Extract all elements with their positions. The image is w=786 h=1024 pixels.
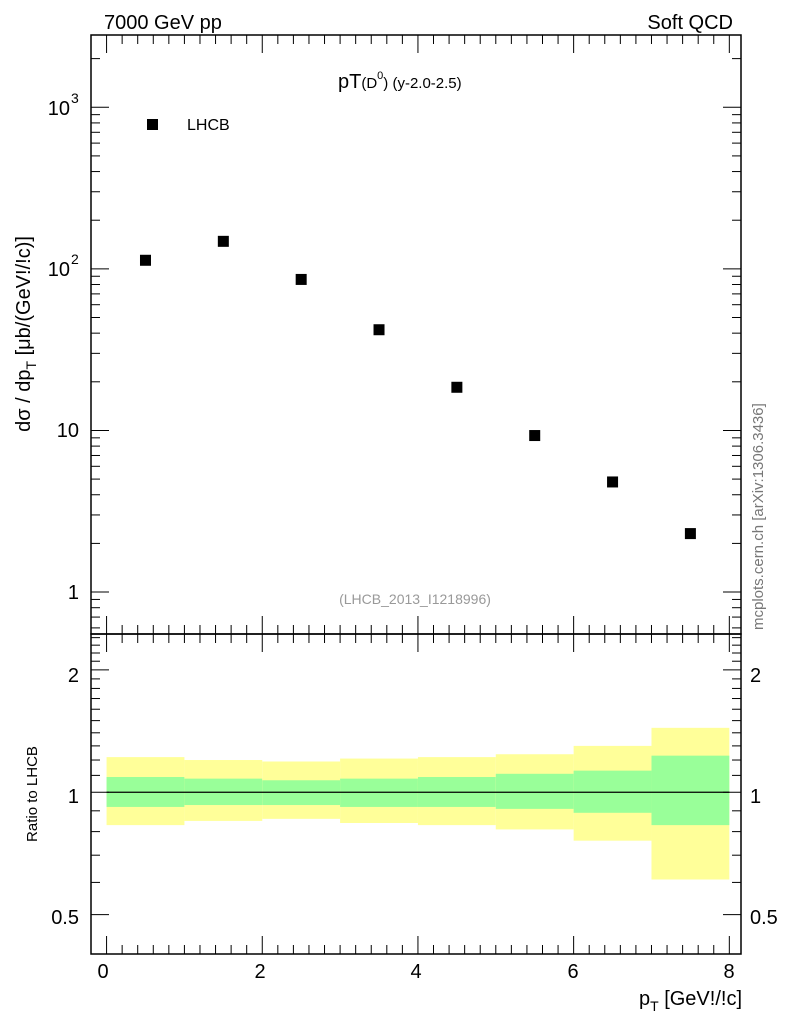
lhcb-data-points bbox=[139, 235, 696, 540]
main-y-axis-label-sub: T bbox=[23, 361, 39, 370]
legend-marker-lhcb bbox=[147, 119, 158, 130]
header-energy-label: 7000 GeV pp bbox=[104, 12, 222, 34]
chart-title-main: pT bbox=[338, 71, 361, 93]
chart-title: pT(D0) (y-2.0-2.5) bbox=[338, 70, 462, 93]
main-y-ticks bbox=[91, 58, 741, 629]
x-tick-labels: 0 2 4 6 8 bbox=[97, 961, 734, 983]
ratio-panel-frame bbox=[90, 633, 742, 955]
x-axis-label-unit: [GeV!/!c] bbox=[659, 988, 742, 1010]
data-point-6 bbox=[529, 430, 541, 442]
analysis-id-annotation: (LHCB_2013_I1218996) bbox=[339, 591, 491, 607]
ratio-left-label-2: 2 bbox=[68, 665, 79, 687]
y-tick-label-100-exp: 2 bbox=[71, 251, 79, 267]
main-y-axis-label: dσ / dpT [μb/(GeV!/!c)] bbox=[13, 236, 39, 432]
main-x-ticks bbox=[106, 35, 730, 634]
x-tick-label-0: 0 bbox=[97, 961, 108, 983]
y-tick-label-1: 1 bbox=[68, 582, 79, 604]
x-axis-label: pT [GeV!/!c] bbox=[639, 988, 742, 1014]
ratio-bands bbox=[106, 727, 730, 880]
x-tick-label-8: 8 bbox=[723, 961, 734, 983]
ratio-y-tick-labels-right: 2 1 0.5 bbox=[750, 665, 778, 929]
data-point-7 bbox=[607, 476, 619, 488]
main-y-axis-label-unit: [μb/(GeV!/!c)] bbox=[13, 236, 35, 361]
x-tick-label-4: 4 bbox=[410, 961, 421, 983]
ratio-y-ticks bbox=[91, 637, 741, 955]
y-tick-label-1000: 10 bbox=[48, 98, 70, 120]
main-y-tick-labels: 1 10 10 2 10 3 bbox=[48, 90, 79, 604]
x-tick-label-6: 6 bbox=[567, 961, 578, 983]
legend-label-lhcb: LHCB bbox=[187, 117, 230, 134]
y-tick-label-10: 10 bbox=[57, 420, 79, 442]
y-tick-label-100: 10 bbox=[48, 259, 70, 281]
data-point-2 bbox=[217, 235, 229, 247]
ratio-left-label-1: 1 bbox=[68, 786, 79, 808]
x-tick-label-2: 2 bbox=[254, 961, 265, 983]
ratio-right-label-2: 2 bbox=[750, 665, 761, 687]
ratio-right-label-0.5: 0.5 bbox=[750, 907, 778, 929]
ratio-right-label-1: 1 bbox=[750, 786, 761, 808]
ratio-inner-band-8 bbox=[651, 755, 730, 826]
ratio-y-tick-labels-left: 2 1 0.5 bbox=[51, 665, 79, 929]
header-process-label: Soft QCD bbox=[647, 12, 733, 34]
x-axis-label-main: p bbox=[639, 988, 650, 1010]
y-tick-label-100-base: 10 bbox=[48, 259, 70, 281]
x-axis-label-sub: T bbox=[650, 998, 659, 1014]
mcplots-side-label: mcplots.cern.ch [arXiv:1306.3436] bbox=[750, 403, 767, 630]
ratio-y-axis-label: Ratio to LHCB bbox=[24, 746, 41, 842]
data-point-1 bbox=[139, 254, 151, 266]
main-y-axis-label-main: dσ / dp bbox=[13, 370, 35, 432]
legend: LHCB bbox=[147, 117, 230, 134]
data-point-3 bbox=[295, 273, 307, 285]
ratio-panel: 2 1 0.5 2 1 0.5 0 2 4 6 8 Ratio to LHCB … bbox=[24, 633, 778, 1014]
data-point-5 bbox=[451, 381, 463, 393]
chart-title-close: ) bbox=[383, 75, 388, 92]
chart-title-rapidity: (y-2.0-2.5) bbox=[388, 75, 461, 92]
ratio-left-label-0.5: 0.5 bbox=[51, 907, 79, 929]
data-point-4 bbox=[373, 324, 385, 336]
y-tick-label-1000-base: 10 bbox=[48, 98, 70, 120]
ratio-x-ticks bbox=[106, 634, 730, 954]
data-point-8 bbox=[684, 528, 696, 540]
chart-title-sup: 0 bbox=[377, 70, 383, 82]
main-panel: 1 10 10 2 10 3 dσ / dpT [μb/(GeV!/!c)] p… bbox=[13, 34, 742, 635]
ratio-inner-band-6 bbox=[495, 773, 574, 809]
y-tick-label-1000-exp: 3 bbox=[71, 90, 79, 106]
chart-title-particle: (D bbox=[361, 75, 377, 92]
